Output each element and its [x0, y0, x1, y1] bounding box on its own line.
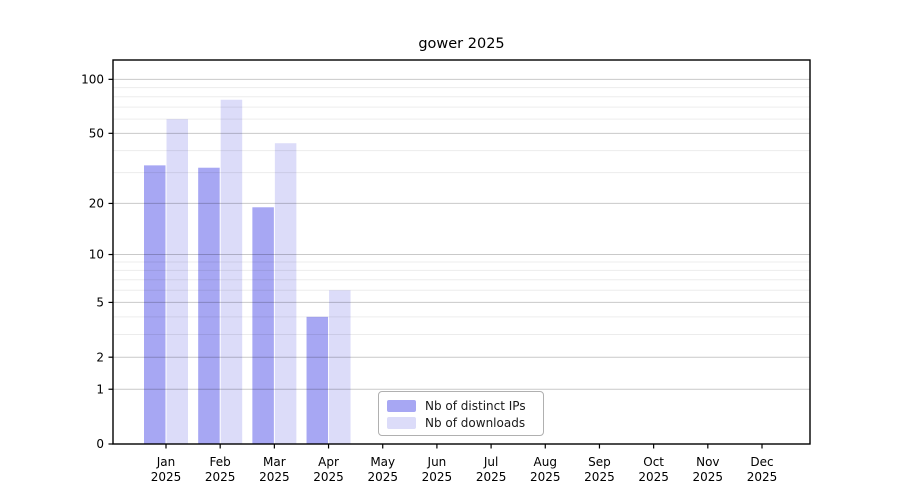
x-tick-label-year-mar: 2025: [259, 470, 290, 484]
x-tick-label-year-jul: 2025: [476, 470, 507, 484]
x-tick-label-mar: Mar: [263, 455, 286, 469]
x-tick-label-year-nov: 2025: [693, 470, 724, 484]
x-tick-label-year-may: 2025: [367, 470, 398, 484]
x-tick-label-may: May: [370, 455, 395, 469]
bar-feb-nb-of-downloads: [220, 99, 243, 444]
axis-frame: [112, 59, 811, 445]
y-tick-label-100: 100: [81, 73, 104, 87]
bar-jan-nb-of-distinct-ips: [144, 165, 166, 444]
legend-item-distinct-ips: Nb of distinct IPs: [387, 397, 535, 414]
y-tick-label-50: 50: [89, 127, 104, 141]
x-tick-label-sep: Sep: [588, 455, 611, 469]
x-tick-label-feb: Feb: [210, 455, 231, 469]
x-tick-label-year-oct: 2025: [638, 470, 669, 484]
legend-label-distinct-ips: Nb of distinct IPs: [425, 398, 526, 413]
legend-item-downloads: Nb of downloads: [387, 414, 535, 431]
y-tick-label-5: 5: [96, 296, 104, 310]
y-tick-label-20: 20: [89, 197, 104, 211]
x-tick-label-year-jan: 2025: [151, 470, 182, 484]
bar-feb-nb-of-distinct-ips: [198, 167, 220, 444]
bar-apr-nb-of-downloads: [329, 290, 351, 444]
y-tick-label-2: 2: [96, 350, 104, 364]
legend-swatch-downloads: [387, 416, 416, 429]
legend-label-downloads: Nb of downloads: [425, 415, 526, 430]
x-tick-label-jun: Jun: [427, 455, 447, 469]
y-tick-label-1: 1: [96, 382, 104, 396]
bar-mar-nb-of-downloads: [274, 143, 297, 444]
x-tick-label-jan: Jan: [156, 455, 176, 469]
x-tick-label-year-apr: 2025: [313, 470, 344, 484]
legend: Nb of distinct IPs Nb of downloads: [378, 391, 544, 436]
x-tick-label-oct: Oct: [643, 455, 664, 469]
y-tick-label-10: 10: [89, 248, 104, 262]
y-tick-label-0: 0: [96, 437, 104, 451]
x-tick-label-year-dec: 2025: [747, 470, 778, 484]
bar-mar-nb-of-distinct-ips: [252, 207, 274, 444]
bar-apr-nb-of-distinct-ips: [306, 316, 329, 444]
x-tick-label-dec: Dec: [750, 455, 773, 469]
bar-jan-nb-of-downloads: [166, 119, 188, 444]
x-tick-label-nov: Nov: [696, 455, 719, 469]
chart-title: gower 2025: [418, 36, 505, 52]
x-tick-label-apr: Apr: [318, 455, 339, 469]
x-tick-label-year-feb: 2025: [205, 470, 236, 484]
legend-swatch-distinct-ips: [387, 399, 416, 412]
x-tick-label-year-jun: 2025: [422, 470, 453, 484]
x-tick-label-aug: Aug: [534, 455, 557, 469]
x-tick-label-year-sep: 2025: [584, 470, 615, 484]
x-tick-label-jul: Jul: [483, 455, 498, 469]
x-tick-label-year-aug: 2025: [530, 470, 561, 484]
